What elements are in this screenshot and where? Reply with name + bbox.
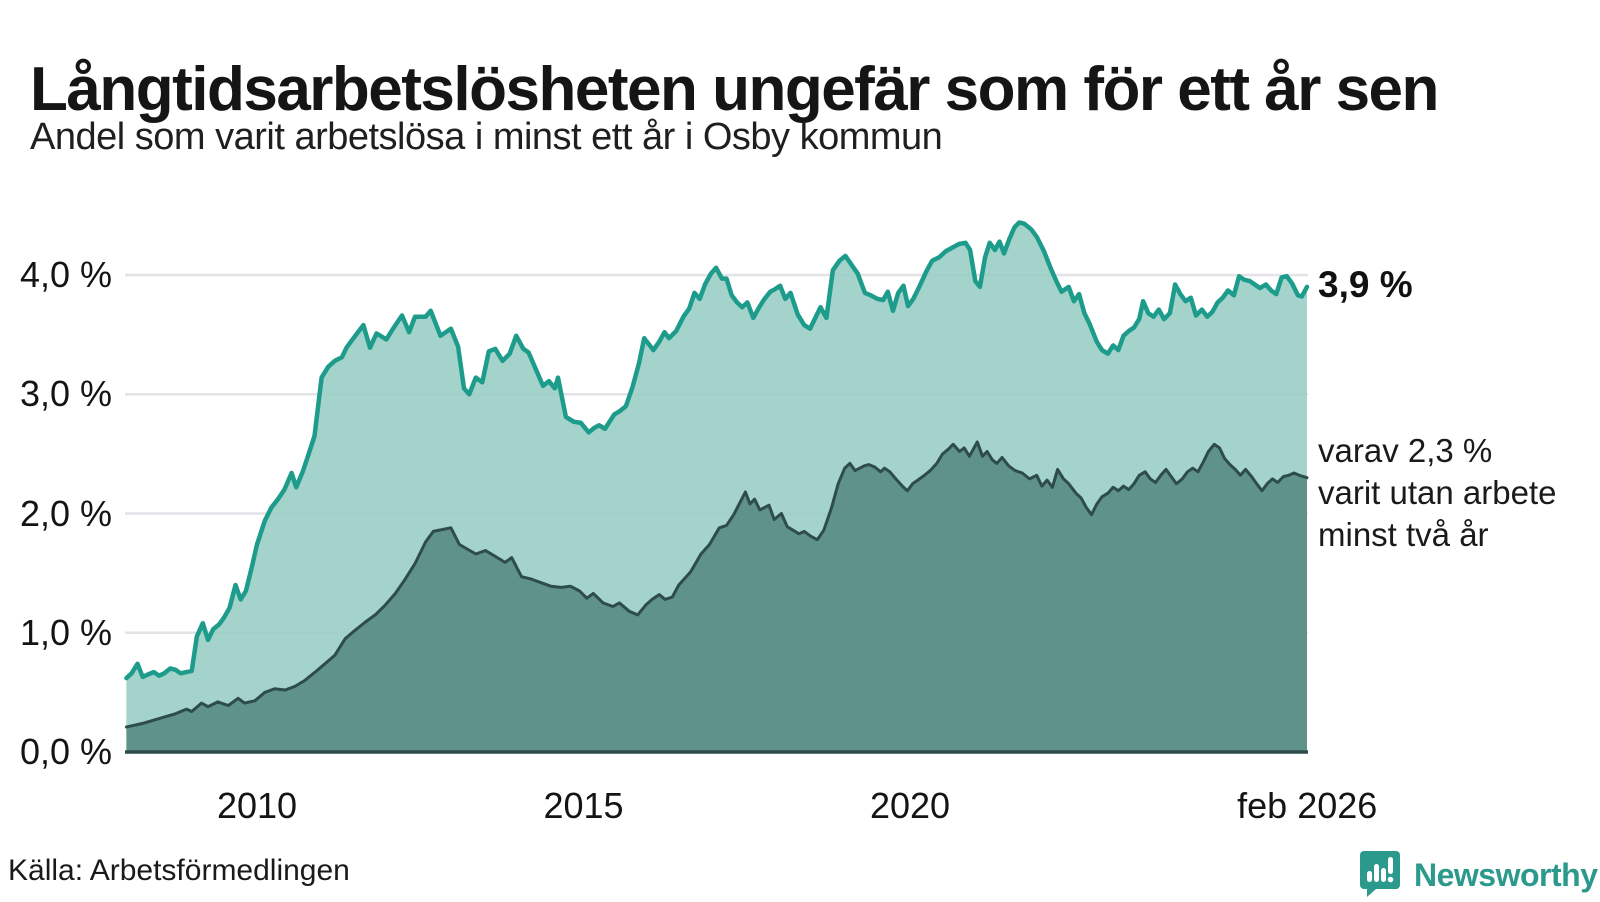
x-tick-label: 2010	[216, 785, 298, 826]
y-tick-label: 2,0 %	[19, 492, 112, 534]
y-tick-label: 4,0 %	[19, 254, 112, 295]
newsworthy-logo: Newsworthy	[1358, 849, 1598, 902]
x-tick-label: 2015	[543, 785, 624, 826]
end-label-line-3: minst två år	[1318, 516, 1489, 553]
series-end-label-two-year: varav 2,3 % varit utan arbete minst två …	[1318, 430, 1556, 556]
x-tick-label: feb 2026	[1237, 785, 1378, 826]
source-note: Källa: Arbetsförmedlingen	[8, 854, 350, 887]
newsworthy-chart-bubble-icon	[1358, 849, 1402, 902]
y-tick-label: 3,0 %	[19, 373, 112, 415]
end-label-line-1: varav 2,3 %	[1318, 432, 1493, 469]
newsworthy-wordmark: Newsworthy	[1414, 856, 1598, 893]
page-title: Långtidsarbetslösheten ungefär som för e…	[30, 54, 1439, 124]
end-label-line-2: varit utan arbete	[1318, 474, 1557, 511]
y-tick-label: 0,0 %	[19, 731, 112, 772]
x-tick-label: 2020	[869, 785, 951, 826]
y-tick-label: 1,0 %	[19, 611, 112, 653]
chart-subtitle: Andel som varit arbetslösa i minst ett å…	[30, 116, 943, 158]
series-end-label-total: 3,9 %	[1318, 264, 1413, 305]
